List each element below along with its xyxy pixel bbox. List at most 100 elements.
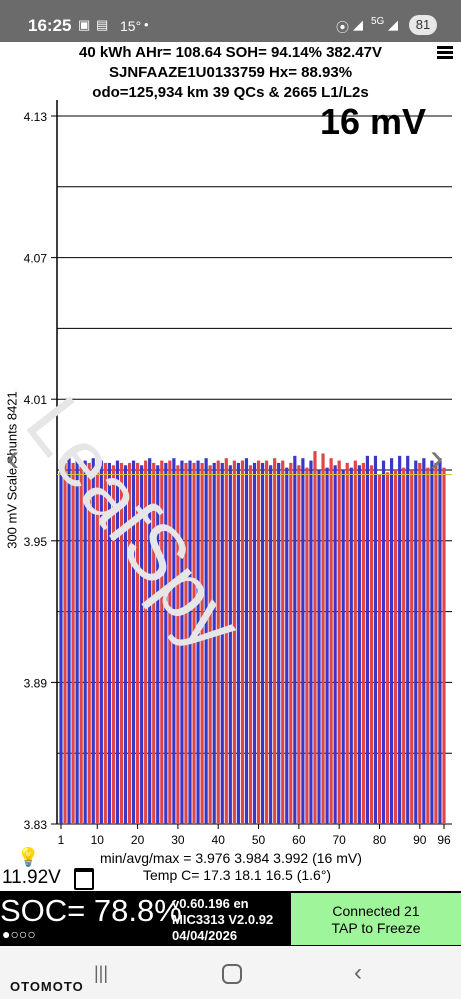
home-icon[interactable] [222,964,242,984]
cell-bar [337,460,341,824]
bulb-icon[interactable]: 💡 [17,847,40,867]
cell-bar [394,470,398,824]
cell-bar [398,455,402,824]
y-tick-label: 3.83 [24,818,48,832]
x-tick-label: 70 [332,833,346,847]
cell-bar [152,462,156,824]
cell-bar [281,460,285,824]
cell-bar [442,467,446,824]
cell-bar [168,460,172,824]
x-tick-label: 96 [437,833,451,847]
cell-bar [252,462,257,824]
x-tick-label: 30 [171,833,185,847]
back-icon[interactable]: ‹ [354,959,362,986]
cell-bar [200,462,204,824]
cell-bar [341,470,345,824]
brand-watermark: OTOMOTO [10,979,84,994]
cell-bar [208,465,212,824]
right-arrow-icon[interactable]: › [430,436,444,480]
cell-bar [228,465,232,824]
cell-bar [99,460,103,824]
connection-button[interactable]: Connected 21 TAP to Freeze [291,893,461,945]
cell-bar [353,460,357,824]
cell-bar [236,462,240,824]
cell-bar [75,460,79,824]
signal-strength-icon: ◢ [388,17,398,32]
cell-bar [127,462,132,824]
menu-icon[interactable] [437,46,453,60]
cell-bar [373,455,378,824]
header-line-2: SJNFAAZE1U0133759 Hx= 88.93% [108,64,353,81]
cell-bar [305,467,309,824]
x-tick-label: 90 [413,833,427,847]
cell-bar [313,451,317,824]
version-line-1: v0.60.196 en [172,896,249,911]
y-tick-label: 3.89 [24,676,48,690]
left-arrow-icon[interactable]: ‹ [6,436,20,480]
cell-bar [385,472,390,824]
status-time: 16:25 [28,16,72,35]
cell-bar [136,462,140,824]
y-tick-label: 3.95 [24,535,48,549]
cell-bar [345,462,349,824]
cell-bar [148,458,152,824]
recent-apps-icon[interactable]: ||| [94,963,109,983]
cell-bar [164,462,168,824]
cell-bar [402,467,406,824]
cell-bar [325,467,329,824]
cell-bar [212,462,216,824]
temperature-readout: Temp C= 17.3 18.1 16.5 (1.6°) [143,867,332,883]
x-tick-label: 1 [58,833,65,847]
x-tick-label: 40 [212,833,226,847]
cell-bar [389,458,394,824]
y-tick-label: 4.01 [24,393,48,407]
status-temperature: 15° [120,18,142,34]
calendar-icon[interactable] [74,868,94,890]
cell-bar [365,455,369,824]
cell-bar [103,462,107,824]
cell-bar [63,462,67,824]
cell-bar [256,460,261,824]
status-bar: 16:25 ▣ ▤ 15° • ⦿ ◢ 5G ◢ 81 [0,0,461,42]
cell-bar [301,458,305,824]
cell-bar [269,465,273,824]
cell-bar [406,455,410,824]
cell-bar [83,460,87,824]
connection-status: Connected 21 [332,903,420,919]
cell-bar [361,462,365,824]
cell-bar [430,460,434,824]
cell-bar [285,467,289,824]
cell-bar [184,462,188,824]
cell-bar [180,460,184,824]
cell-bar [293,455,297,824]
cell-bar [260,462,265,824]
cell-bar [67,458,71,824]
cell-bar [349,467,353,824]
cell-bar [240,460,245,824]
cell-bar [59,460,63,824]
y-tick-label: 4.07 [24,252,48,266]
cell-bar [333,465,337,824]
car-icon: ▤ [96,17,109,32]
cell-bar [176,465,180,824]
cell-bar [140,465,144,824]
cell-bar [369,465,374,824]
cell-bar [216,460,220,824]
navigation-bar [0,946,461,999]
cell-bar [317,470,321,824]
header-line-1: 40 kWh AHr= 108.64 SOH= 94.14% 382.47V [79,44,382,61]
cell-bar [277,462,281,824]
x-tick-label: 20 [131,833,145,847]
cell-bar [381,460,386,824]
version-info: v0.60.196 en MIC3313 V2.0.92 04/04/2026 [172,896,273,944]
cell-bar [297,465,301,824]
cell-bar [111,465,116,824]
soc-dots: ●○○○ [2,926,36,942]
cell-bar [224,458,228,824]
signal-5g-icon: 5G [371,16,385,27]
cell-bar [232,460,236,824]
scale-label[interactable]: 16 mV [320,101,427,142]
weather-icon: • [144,17,149,32]
cell-bar [418,462,422,824]
